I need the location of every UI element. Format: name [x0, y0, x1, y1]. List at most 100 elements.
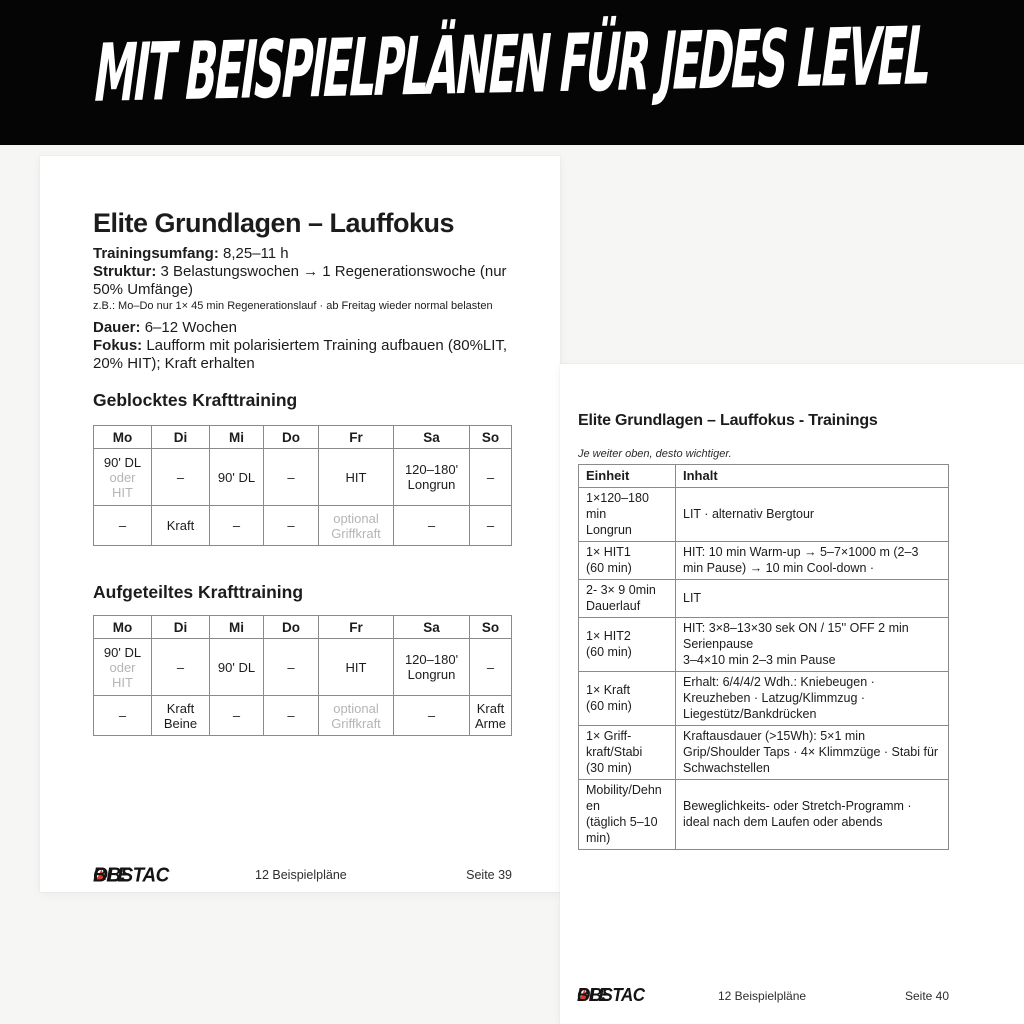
schedule-cell: –: [93, 505, 152, 546]
schedule-cell-line: 120–180': [404, 652, 459, 667]
schedule-cell-line: –: [486, 659, 495, 675]
schedule-cell: –: [209, 695, 264, 736]
einheit-cell: 1× HIT2 (60 min): [578, 617, 676, 672]
schedule-cell-line: –: [287, 659, 295, 675]
trainings-row: 2- 3× 9 0min Dauerlauf LIT: [578, 579, 949, 618]
trainings-title: Elite Grundlagen – Lauffokus - Trainings: [578, 412, 878, 429]
brand-text: OBSTAC: [93, 864, 169, 887]
page-number: Seite 39: [466, 868, 512, 882]
day-header-cell: So: [469, 615, 512, 639]
importance-note: Je weiter oben, desto wichtiger.: [578, 448, 732, 460]
trainings-row: 1× HIT2 (60 min) HIT: 3×8–13×30 sek ON / …: [578, 617, 949, 672]
schedule-cell-line: oder: [109, 659, 136, 675]
meta-value: 3 Belastungswochen → 1 Regenerationswoch…: [93, 263, 507, 298]
day-header-cell: Di: [151, 425, 210, 449]
schedule-cell: Kraft: [151, 505, 210, 546]
meta-label: Trainingsumfang:: [93, 245, 219, 262]
schedule-cell-line: –: [287, 518, 295, 533]
schedule-cell-line: –: [118, 708, 127, 723]
meta-label: Dauer:: [93, 319, 141, 336]
schedule-cell: 120–180' Longrun: [393, 448, 470, 506]
inhalt-cell: LIT · alternativ Bergtour: [675, 487, 949, 542]
schedule-cell-line: –: [486, 518, 495, 533]
section-heading-geblockt: Geblocktes Krafttraining: [93, 390, 298, 410]
trainings-row: 1× Griff- kraft/Stabi (30 min) Kraftausda…: [578, 725, 949, 780]
schedule-cell: –: [263, 448, 319, 506]
page-right-content: Elite Grundlagen – Lauffokus - Trainings…: [578, 412, 950, 850]
brand-text: BLE: [93, 864, 130, 887]
day-header-cell: Mi: [209, 615, 264, 639]
schedule-cell: 90' DL oder HIT: [93, 448, 152, 506]
schedule-cell-line: 90' DL: [103, 644, 142, 660]
schedule-cell: –: [469, 505, 512, 546]
einheit-cell: Mobility/Dehnen (täglich 5–10 min): [578, 779, 676, 850]
page-right-footer: OBSTAC ▲ BLE 12 Beispielpläne Seite 40: [560, 985, 1024, 1011]
day-header-cell: Sa: [393, 425, 470, 449]
meta-label: Struktur:: [93, 263, 157, 280]
schedule-cell: –: [93, 695, 152, 736]
schedule-cell-line: Kraft: [166, 700, 195, 716]
meta-label: Fokus:: [93, 337, 143, 354]
day-header-cell: Mo: [93, 615, 152, 639]
inhalt-cell: HIT: 10 min Warm-up → 5–7×1000 m (2–3 mi…: [675, 541, 949, 580]
schedule-cell-line: –: [427, 708, 436, 723]
schedule-cell: –: [263, 695, 319, 736]
page-left-content: Elite Grundlagen – Lauffokus Trainingsum…: [93, 208, 512, 736]
schedule-cell-line: Longrun: [407, 477, 456, 492]
trainings-table: Einheit Inhalt 1×120–180 min Longrun LIT · …: [578, 464, 949, 850]
schedule-cell-line: 90' DL: [103, 454, 142, 470]
einheit-cell: 1× HIT1 (60 min): [578, 541, 676, 580]
page-number: Seite 40: [905, 989, 950, 1003]
inhalt-cell: Kraftausdauer (>15Wh): 5×1 min Grip/Shou…: [675, 725, 949, 780]
week-table-geblockt: Mo Di Mi Do Fr Sa So 90' DL oder HIT –90' DL – HIT 12…: [93, 425, 512, 546]
page-left-footer: OBSTAC ▲ BLE 12 Beispielpläne Seite 39: [40, 864, 560, 890]
schedule-cell-line: 120–180': [404, 462, 459, 477]
brand-text: BLE: [577, 985, 610, 1006]
page-right: Elite Grundlagen – Lauffokus - Trainings…: [560, 364, 1024, 1024]
schedule-cell-line: Longrun: [407, 667, 456, 682]
schedule-cell: 90' DL: [209, 638, 264, 696]
schedule-cell-line: –: [176, 469, 185, 485]
schedule-cell: optional Griffkraft: [318, 505, 394, 546]
schedule-cell: 120–180' Longrun: [393, 638, 470, 696]
day-header-cell: Fr: [318, 425, 394, 449]
schedule-cell: –: [393, 505, 470, 546]
schedule-cell: –: [151, 448, 210, 506]
schedule-cell: –: [393, 695, 470, 736]
trainings-row: Mobility/Dehnen (täglich 5–10 min) Bewegl…: [578, 779, 949, 850]
schedule-cell: Kraft Beine: [151, 695, 210, 736]
footer-doc-label: 12 Beispielpläne: [718, 989, 807, 1003]
einheit-cell: 1× Griff- kraft/Stabi (30 min): [578, 725, 676, 780]
day-header-cell: Do: [263, 615, 319, 639]
meta-fokus: Fokus: Laufform mit polarisiertem Traini…: [93, 337, 511, 373]
struktur-note: z.B.: Mo–Do nur 1× 45 min Regenerationsl…: [93, 300, 493, 312]
schedule-cell-line: HIT: [345, 659, 367, 675]
day-header-cell: So: [469, 425, 512, 449]
schedule-cell: HIT: [318, 638, 394, 696]
schedule-cell-line: oder: [109, 469, 136, 485]
schedule-cell-line: Griffkraft: [331, 715, 381, 731]
schedule-cell-line: –: [232, 708, 241, 723]
brand-text: OBSTAC: [577, 985, 645, 1006]
meta-trainingsumfang: Trainingsumfang: 8,25–11 h: [93, 245, 511, 263]
schedule-cell: optional Griffkraft: [318, 695, 394, 736]
brand-triangle-icon: ▲: [577, 985, 592, 1004]
schedule-cell-line: –: [176, 659, 185, 675]
schedule-cell-line: –: [287, 708, 295, 723]
schedule-cell: Kraft Arme: [469, 695, 512, 736]
trainings-row: 1×120–180 min Longrun LIT · alternativ Be…: [578, 487, 949, 542]
banner-title: MIT BEISPIELPLÄNEN FÜR JEDES LEVEL: [88, 9, 936, 120]
schedule-cell: –: [263, 638, 319, 696]
einheit-cell: 1×120–180 min Longrun: [578, 487, 676, 542]
meta-value: 8,25–11 h: [223, 245, 289, 262]
inhalt-cell: HIT: 3×8–13×30 sek ON / 15'' OFF 2 min S…: [675, 617, 949, 672]
footer-doc-label: 12 Beispielpläne: [255, 868, 347, 882]
section-heading-aufgeteilt: Aufgeteiltes Krafttraining: [93, 582, 304, 602]
day-header-cell: Mo: [93, 425, 152, 449]
inhalt-cell: LIT: [675, 579, 949, 618]
schedule-cell: 90' DL oder HIT: [93, 638, 152, 696]
meta-value: 6–12 Wochen: [144, 319, 237, 336]
schedule-cell-line: –: [287, 469, 295, 485]
schedule-cell-line: –: [486, 469, 495, 485]
column-header-cell: Inhalt: [675, 464, 949, 488]
